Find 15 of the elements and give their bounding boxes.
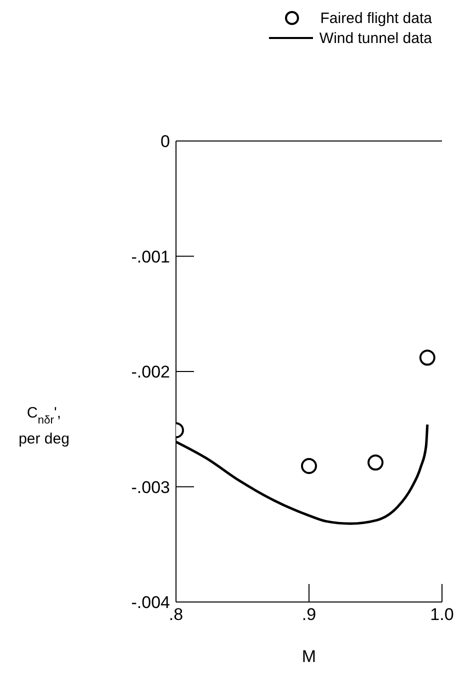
point: [368, 454, 384, 471]
point: [301, 458, 317, 474]
point: [419, 350, 436, 366]
y-tick-label: -.001: [131, 247, 170, 266]
y-tick-label: -.003: [131, 478, 170, 497]
legend-label: Wind tunnel data: [319, 30, 432, 46]
y-tick-label: -.004: [131, 593, 170, 612]
x-axis-title: M: [302, 647, 316, 666]
y-tick-label: -.002: [131, 362, 170, 382]
x-tick-label: .9: [302, 605, 316, 624]
y-tick-label: 0: [160, 132, 170, 152]
x-tick-label: .8: [168, 605, 184, 624]
y-axis-title: C$_{nδr}$', per deg: [18, 404, 70, 448]
x-tick-label: 1.0: [430, 605, 454, 624]
legend-label: Faired flight data: [320, 10, 432, 26]
